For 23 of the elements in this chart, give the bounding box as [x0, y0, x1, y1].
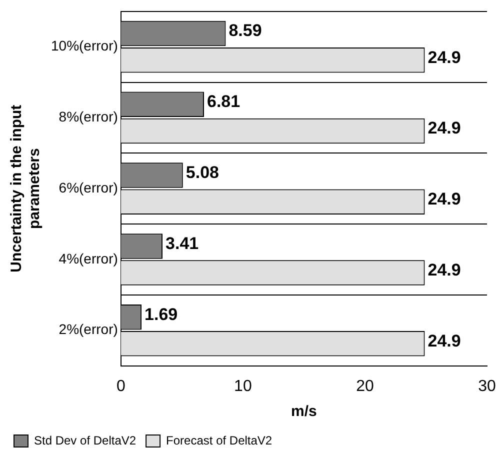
y-tick-label: 2%(error): [58, 321, 118, 338]
data-label: 5.08: [186, 162, 219, 182]
y-tick-label: 10%(error): [50, 38, 118, 54]
data-label: 24.9: [428, 48, 461, 67]
x-tick-label: 20: [356, 378, 374, 395]
data-label: 24.9: [428, 190, 461, 209]
data-label: 3.41: [166, 234, 199, 253]
x-tick-label: 30: [478, 378, 496, 395]
data-label: 8.59: [228, 21, 262, 40]
x-tick-label: 0: [116, 378, 126, 395]
data-label: 24.9: [428, 118, 461, 138]
x-tick-label: 10: [234, 378, 252, 395]
y-tick-label: 8%(error): [58, 108, 118, 125]
y-axis-title: Uncertainty in the input parameters: [8, 104, 44, 272]
y-tick-label: 4%(error): [58, 250, 118, 266]
x-axis-title: m/s: [291, 403, 317, 420]
y-tick-label: 6%(error): [58, 179, 118, 196]
data-label: 24.9: [428, 260, 461, 280]
legend-label: Std Dev of DeltaV2: [34, 433, 136, 448]
data-label: 24.9: [428, 331, 461, 350]
legend-label: Forecast of DeltaV2: [166, 433, 272, 448]
data-label: 6.81: [207, 92, 240, 112]
data-label: 1.69: [144, 304, 178, 324]
